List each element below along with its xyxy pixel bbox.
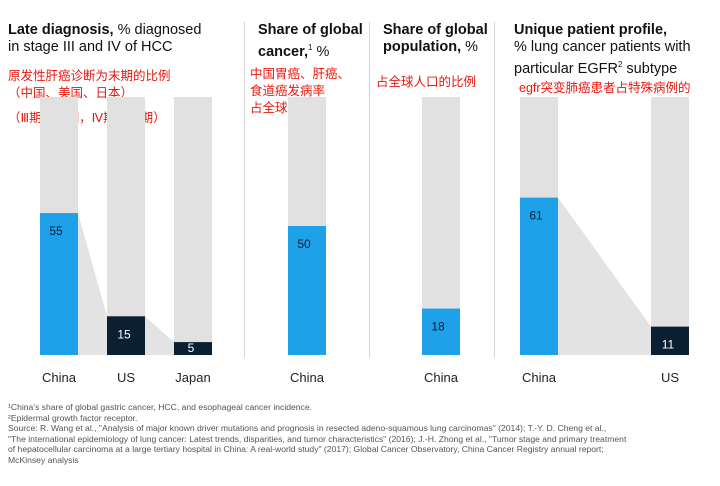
panel3-title: Share of global population, %: [383, 22, 488, 56]
panel1-title-rest: % diagnosed: [113, 22, 202, 38]
panel4-title-line2: % lung cancer patients with: [514, 39, 691, 55]
category-label-0-2: Japan: [175, 370, 210, 385]
footnote-source-1: Source: R. Wang et al., "Analysis of maj…: [8, 423, 607, 434]
bar-track-3-1: [651, 97, 689, 355]
panel2-note-line2: 食道癌发病率: [250, 84, 326, 98]
footnotes: ¹China's share of global gastric cancer,…: [8, 402, 712, 466]
panel3-title-rest: %: [461, 39, 479, 55]
panel4-note-line1: egfr突变肺癌患者占特殊病例的: [519, 81, 691, 95]
panel2-title-rest: %: [312, 43, 330, 60]
bar-2-0: [422, 308, 460, 355]
bar-3-1: [651, 326, 689, 355]
bar-value-label-0-0: 55: [49, 224, 63, 238]
panel2-title-line2-bold: cancer,: [258, 43, 308, 60]
panel1-note-line1: 原发性肝癌诊断为末期的比例: [8, 69, 171, 83]
bar-3-0: [520, 197, 558, 355]
panel3-title-bold: Share of global: [383, 22, 488, 38]
footnote-source-2: "The international epidemiology of lung …: [8, 433, 627, 444]
panel1-title: Late diagnosis, % diagnosed in stage III…: [8, 22, 201, 56]
category-label-0-1: US: [117, 370, 135, 385]
panel1-title-bold: Late diagnosis,: [8, 22, 114, 38]
bar-0-0: [40, 213, 78, 355]
panel2-title-sup: 1: [308, 43, 313, 52]
bar-value-label-1-0: 50: [297, 237, 311, 251]
category-label-3-0: China: [522, 370, 557, 385]
panel4-title-line3a: particular EGFR: [514, 60, 618, 77]
category-label-1-0: China: [290, 370, 325, 385]
bar-value-label-0-1: 15: [117, 327, 131, 341]
panel4-title: Unique patient profile, % lung cancer pa…: [514, 22, 691, 78]
bar-value-label-0-2: 5: [188, 341, 195, 355]
divider-1: [244, 22, 245, 358]
bar-0-2: [174, 342, 212, 355]
category-label-3-1: US: [661, 370, 679, 385]
divider-2: [369, 22, 370, 358]
panel3-note-line1: 占全球人口的比例: [376, 75, 477, 89]
bar-1-0: [288, 226, 326, 355]
category-label-2-0: China: [424, 370, 459, 385]
bar-value-label-2-0: 18: [431, 320, 445, 334]
connector-3-0: [558, 197, 651, 355]
panel1-note-line2: （中国、美国、日本）: [8, 86, 134, 100]
connector-0-0: [78, 213, 107, 355]
bar-0-1: [107, 316, 145, 355]
bar-charts: 55 China 15 US 5 Japan 50 China 18 China 61 China 11…: [40, 97, 689, 385]
panel4-title-sup: 2: [617, 60, 623, 69]
footnote-1: ¹China's share of global gastric cancer,…: [8, 402, 313, 412]
panel3-title-line2-bold: population,: [383, 39, 462, 55]
panel3-note: 占全球人口的比例: [376, 74, 476, 91]
panel1-title-line2: in stage III and IV of HCC: [8, 39, 173, 55]
footnote-2: ²Epidermal growth factor receptor.: [8, 412, 138, 423]
connector-0-1: [145, 316, 174, 355]
footnote-source-4: McKinsey analysis: [8, 454, 79, 465]
panel4-title-line3b: subtype: [622, 60, 678, 77]
bar-track-0-2: [174, 97, 212, 355]
panel2-note-line1: 中国胃癌、肝癌、: [250, 67, 351, 81]
footnote-source-3: of hepatocellular carcinoma at a large t…: [8, 444, 604, 455]
panel2-title: Share of global cancer,1 %: [258, 22, 363, 61]
bar-track-0-1: [107, 97, 145, 355]
bar-value-label-3-0: 61: [529, 209, 543, 223]
divider-3: [494, 22, 495, 358]
bar-value-label-3-1: 11: [662, 338, 675, 352]
panel2-title-bold: Share of global: [258, 22, 363, 38]
category-label-0-0: China: [42, 370, 77, 385]
panel4-title-bold: Unique patient profile,: [514, 22, 668, 38]
